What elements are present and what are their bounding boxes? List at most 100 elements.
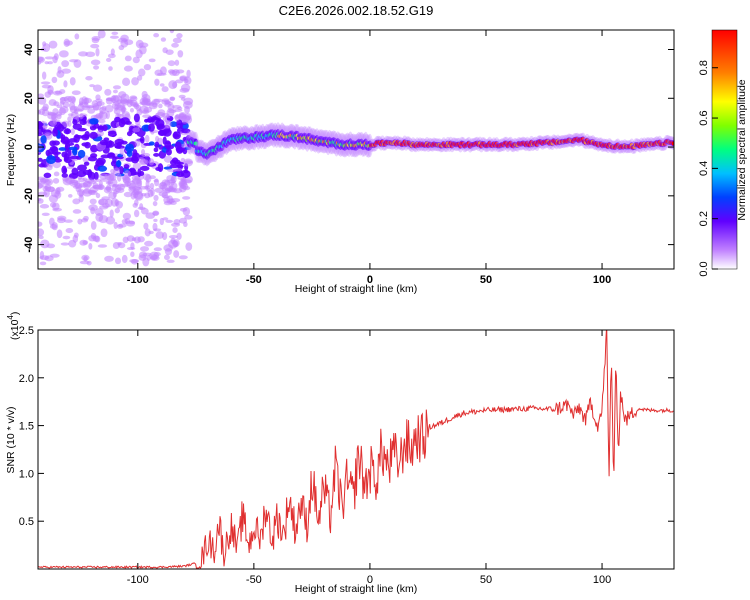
spectral-blob <box>143 106 153 113</box>
spectral-blob <box>81 134 90 141</box>
spectral-blob <box>171 240 179 248</box>
spectral-blob <box>38 180 45 189</box>
spectral-blob <box>104 88 112 96</box>
spectral-blob <box>175 69 185 74</box>
x-tick-label: 50 <box>480 574 492 586</box>
spectral-blob <box>53 171 60 177</box>
spectral-blob <box>131 77 139 86</box>
spectral-blob <box>61 60 70 68</box>
spectral-blob <box>47 89 54 95</box>
spectral-blob <box>93 171 99 181</box>
spectral-blob <box>143 64 152 71</box>
spectral-blob <box>149 175 156 180</box>
spectral-blob <box>98 198 109 206</box>
spectral-blob <box>159 83 165 87</box>
spectrogram-x-ticks: -100 -50 0 50 100 <box>127 30 611 286</box>
spectral-blob <box>177 176 186 181</box>
colorbar-ticks: 0.0 0.2 0.4 0.6 0.8 <box>698 60 718 277</box>
spectral-blob <box>79 119 87 125</box>
spectral-blob <box>132 127 141 133</box>
spectral-peak <box>193 141 198 146</box>
spectral-blob <box>161 191 169 199</box>
spectral-blob <box>68 193 73 198</box>
spectral-blob <box>167 103 175 111</box>
spectral-blob <box>60 242 70 246</box>
spectral-blob <box>160 37 167 42</box>
spectral-blob <box>109 35 119 39</box>
spectral-blob <box>42 103 49 111</box>
spectral-blob <box>186 69 191 78</box>
spectral-blob <box>47 113 57 120</box>
x-tick-label: -50 <box>246 574 262 586</box>
spectral-blob <box>52 161 61 169</box>
spectral-blob <box>179 87 190 93</box>
spectral-blob <box>38 120 43 130</box>
spectral-blob <box>78 101 84 106</box>
spectral-blob <box>139 170 145 176</box>
spectral-blob <box>68 138 78 143</box>
spectral-blob <box>171 222 181 227</box>
spectral-blob <box>95 47 100 57</box>
spectral-blob <box>66 166 75 170</box>
spectral-blob <box>112 189 117 199</box>
spectral-blob <box>184 215 193 220</box>
spectral-blob <box>90 59 101 66</box>
spectral-blob <box>68 239 77 248</box>
spectral-blob <box>174 141 182 150</box>
spectral-blob <box>119 183 130 188</box>
spectral-blob <box>42 185 48 192</box>
spectral-blob <box>44 179 51 185</box>
spectral-blob <box>174 114 180 122</box>
spectral-blob <box>184 78 189 84</box>
spectral-blob <box>118 118 126 128</box>
spectral-blob <box>38 197 42 202</box>
spectral-blob <box>118 242 126 249</box>
spectral-blob <box>114 184 122 193</box>
snr-multiplier-exp: 4 <box>6 315 15 320</box>
spectral-blob <box>162 217 169 221</box>
spectral-blob <box>176 123 183 129</box>
spectral-blob <box>38 228 45 237</box>
spectral-blob <box>90 144 99 153</box>
snr-x-ticks: -100 -50 0 50 100 <box>127 330 611 586</box>
spectral-blob <box>38 235 44 240</box>
spectral-blob <box>169 164 180 169</box>
spectral-blob <box>123 65 133 72</box>
spectral-blob <box>146 188 151 192</box>
spectral-blob <box>49 224 58 229</box>
y-tick-label: 1.5 <box>19 421 34 433</box>
spectral-blob <box>153 194 159 201</box>
spectral-blob <box>73 106 79 115</box>
spectral-blob <box>67 148 72 157</box>
spectral-blob <box>92 184 103 190</box>
spectral-blob <box>180 182 189 190</box>
spectrogram-frame <box>37 29 675 270</box>
spectral-blob <box>92 84 103 92</box>
spectral-blob <box>149 182 155 190</box>
y-tick-label: 0 <box>23 144 35 150</box>
spectral-blob <box>105 57 112 63</box>
spectral-blob <box>176 33 183 39</box>
spectral-blob <box>177 50 184 58</box>
spectral-blob <box>142 173 151 181</box>
spectral-blob <box>130 242 135 250</box>
spectral-blob <box>59 96 69 102</box>
snr-y-multiplier: (x104) <box>6 312 21 340</box>
spectral-blob <box>72 209 82 214</box>
spectral-blob <box>47 148 55 155</box>
spectral-blob <box>43 172 52 178</box>
spectral-blob <box>72 123 83 130</box>
spectral-blob <box>165 141 171 145</box>
spectral-blob <box>64 40 73 46</box>
x-tick-label: 0 <box>367 574 373 586</box>
spectral-blob <box>161 112 170 118</box>
spectral-blob <box>173 250 180 258</box>
spectral-blob <box>176 232 182 240</box>
spectral-blob <box>52 178 60 184</box>
spectral-blob <box>57 217 66 224</box>
snr-x-label: Height of straight line (km) <box>295 583 418 595</box>
spectral-blob <box>180 157 186 163</box>
spectral-blob <box>108 66 113 71</box>
spectral-blob <box>123 164 130 169</box>
spectral-blob <box>52 90 63 96</box>
